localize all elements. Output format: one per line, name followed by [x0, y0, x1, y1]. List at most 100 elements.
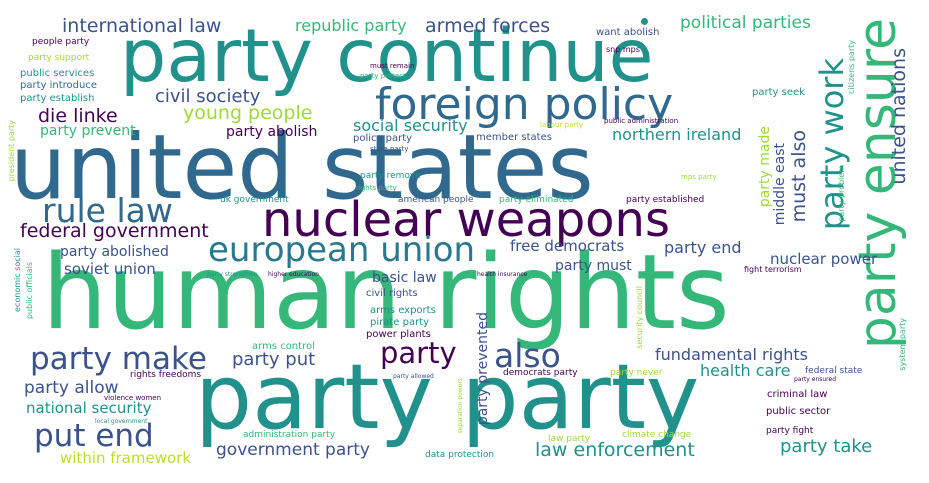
word-federal-government: federal government: [20, 220, 209, 242]
word-party-put: party put: [232, 349, 316, 370]
word-rights-party: rights party: [356, 184, 397, 192]
word-united-states: united states: [10, 115, 594, 219]
word-rule-law: rule law: [42, 191, 173, 230]
word-party-protect: party protect: [360, 72, 406, 80]
word-party-abolish: party abolish: [226, 124, 318, 140]
word-party-allowed: party allowed: [393, 373, 434, 380]
word-young-people: young people: [183, 102, 313, 124]
word-health-insurance: health insurance: [477, 271, 528, 278]
word-power-plants: power plants: [366, 329, 431, 340]
word-party-seek: party seek: [752, 87, 805, 98]
word-pirate-party: pirate party: [370, 317, 430, 328]
word-party-make: party make: [30, 341, 207, 377]
word-free-democrats: free democrats: [510, 237, 625, 255]
word-also: also: [494, 336, 561, 375]
word-must-remain: must remain: [370, 62, 415, 70]
word-party-must: party must: [555, 258, 632, 274]
word-nuclear-weapons: nuclear weapons: [262, 192, 670, 248]
word-mps-party: mps party: [681, 173, 717, 181]
word-party-introduce: party introduce: [20, 80, 97, 91]
word-arms-exports: arms exports: [370, 305, 436, 316]
word-party-prevented: party prevented: [475, 312, 491, 426]
word-government-party: government party: [216, 440, 370, 460]
word-armed-forces: armed forces: [425, 15, 551, 37]
word-president-party: president party: [7, 120, 16, 182]
word-american-people: american people: [398, 195, 474, 205]
word-party-allow: party allow: [24, 378, 119, 398]
word-system-party: system party: [898, 318, 907, 371]
word-rights-freedoms: rights freedoms: [130, 370, 202, 380]
word-climate-change: climate change: [622, 430, 692, 440]
word-separation-powers: separation powers: [457, 378, 464, 434]
word-public-officials: public officials: [25, 262, 34, 320]
word-put-end: put end: [34, 418, 154, 454]
word-party-never: party never: [610, 368, 663, 378]
word-violence-women: violence women: [104, 394, 162, 402]
word-local-government: local government: [95, 418, 148, 425]
word-national-security: national security: [26, 399, 152, 417]
word-snp-mps: snp mps: [606, 45, 640, 54]
word-policy-party: policy party: [353, 133, 413, 144]
word-party-made: party made: [757, 126, 773, 208]
word-party-ensured: party ensured: [794, 376, 837, 383]
word-public-services: public services: [20, 68, 95, 79]
word-state-party: state party: [370, 145, 409, 153]
dot-mark: [641, 18, 648, 25]
word-party-strengthen: party strengthen: [207, 271, 258, 278]
word-must-also: must also: [788, 130, 810, 223]
word-middle-east: middle east: [772, 143, 788, 226]
word-social-security: social security: [353, 116, 468, 135]
word-international-law: international law: [62, 15, 222, 37]
word-die-linke: die linke: [38, 105, 118, 127]
word-party-support: party support: [28, 53, 90, 63]
word-political-parties: political parties: [680, 13, 811, 33]
word-party-prevent: party prevent: [40, 123, 136, 139]
word-federal-state: federal state: [805, 366, 863, 376]
word-people-party: people party: [32, 37, 90, 47]
word-republic-party: republic party: [295, 16, 407, 35]
word-civil-society: civil society: [155, 86, 261, 107]
word-citizens-party: citizens party: [847, 40, 856, 95]
word-public-administration: public administration: [604, 117, 679, 125]
word-uk-government: uk government: [220, 195, 289, 205]
word-criminal-law: criminal law: [767, 389, 828, 400]
word-human-rights: human rights: [42, 233, 730, 353]
word-want-abolish: want abolish: [596, 27, 660, 38]
word-health-care: health care: [700, 361, 791, 380]
word-soviet-union: soviet union: [64, 260, 156, 278]
word-northern-ireland: northern ireland: [612, 125, 742, 144]
word-higher-education: higher education: [268, 271, 319, 278]
word-fundamental-rights: fundamental rights: [655, 345, 808, 364]
word-foreign-policy: foreign policy: [375, 79, 674, 130]
word-party-continue: party continue: [120, 14, 654, 99]
word-party-eliminated: party eliminated: [499, 195, 574, 205]
word-basic-law: basic law: [372, 270, 437, 286]
word-democrats-party: democrats party: [503, 368, 578, 378]
word-party-problem: party problem: [837, 165, 846, 222]
word-european-union: european union: [208, 230, 476, 270]
word-economic-social: economic social: [13, 248, 22, 312]
word-party-abolished: party abolished: [60, 244, 169, 260]
word-public-sector: public sector: [766, 406, 831, 417]
word-party-establish: party establish: [20, 93, 95, 104]
word-civil-rights: civil rights: [366, 288, 418, 299]
word-party: party: [380, 336, 457, 370]
word-united-nations: united nations: [888, 48, 910, 185]
word-arms-control: arms control: [252, 341, 315, 352]
word-data-protection: data protection: [425, 450, 495, 460]
word-labour-party: labour party: [540, 121, 583, 129]
word-party-party: party party: [195, 345, 700, 450]
word-administration-party: administration party: [243, 430, 336, 440]
word-party-remove: party remove: [360, 171, 421, 181]
word-fight-terrorism: fight terrorism: [744, 265, 802, 274]
word-party-fight: party fight: [766, 426, 814, 436]
word-security-council: security council: [635, 286, 644, 349]
word-within-framework: within framework: [60, 449, 192, 467]
word-nuclear-power: nuclear power: [770, 250, 878, 268]
word-party-end: party end: [664, 238, 742, 257]
word-party-established: party established: [626, 195, 705, 205]
word-law-enforcement: law enforcement: [535, 439, 695, 461]
word-member-states: member states: [476, 132, 552, 143]
word-party-take: party take: [780, 436, 873, 457]
